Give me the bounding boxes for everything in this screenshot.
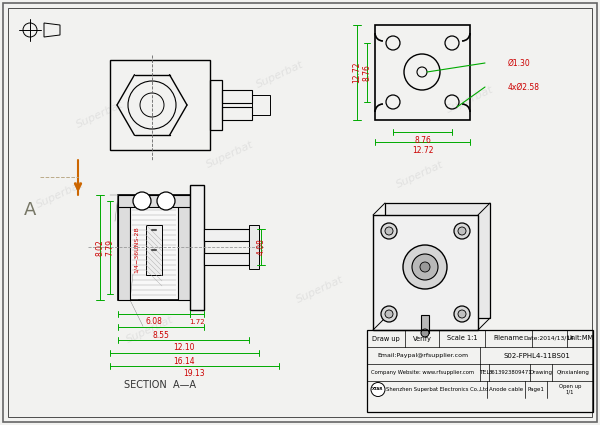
Bar [222, 90, 252, 103]
Bar [118, 195, 190, 300]
Text: 6.08: 6.08 [146, 317, 163, 326]
Text: TEL: TEL [479, 370, 490, 375]
Text: Email:Paypal@rfsupplier.com: Email:Paypal@rfsupplier.com [377, 353, 469, 358]
Text: 12.10: 12.10 [173, 343, 194, 352]
Text: Date:2014/13/14: Date:2014/13/14 [524, 336, 574, 341]
Text: Anode cable: Anode cable [489, 387, 523, 392]
Text: Draw up: Draw up [372, 335, 400, 342]
Circle shape [454, 223, 470, 239]
Circle shape [420, 262, 430, 272]
Bar [210, 80, 222, 130]
Circle shape [385, 310, 393, 318]
Circle shape [381, 223, 397, 239]
Text: Open up
1/1: Open up 1/1 [559, 384, 581, 395]
Bar [385, 203, 490, 318]
Text: 7.79: 7.79 [106, 239, 115, 256]
Text: 8.76: 8.76 [362, 64, 371, 81]
Text: Superbat: Superbat [385, 280, 435, 310]
Text: 1.72: 1.72 [189, 319, 205, 325]
Bar [110, 60, 210, 150]
Text: Company Website: www.rfsupplier.com: Company Website: www.rfsupplier.com [371, 370, 475, 375]
Text: 8613923809471: 8613923809471 [488, 370, 532, 375]
Bar [146, 225, 162, 275]
Circle shape [421, 329, 429, 337]
Text: 4xØ2.58: 4xØ2.58 [508, 82, 540, 91]
Circle shape [403, 245, 447, 289]
Text: Superbat: Superbat [35, 180, 85, 210]
Bar [222, 107, 252, 120]
Circle shape [157, 192, 175, 210]
Bar [421, 315, 429, 333]
Text: Page1: Page1 [527, 387, 544, 392]
Text: 8.76: 8.76 [414, 136, 431, 144]
Text: Drawing: Drawing [530, 370, 553, 375]
Text: XTAR: XTAR [373, 388, 383, 391]
Bar [130, 207, 178, 300]
Bar [375, 25, 470, 120]
Text: 4.08: 4.08 [257, 238, 265, 255]
Circle shape [458, 227, 466, 235]
Bar [118, 195, 130, 300]
Bar [118, 195, 190, 207]
Bar [373, 215, 478, 330]
Text: Superbat: Superbat [395, 160, 445, 190]
Text: 12.72: 12.72 [412, 145, 433, 155]
Circle shape [412, 254, 438, 280]
Text: 8.55: 8.55 [152, 331, 169, 340]
Text: Verify: Verify [413, 335, 431, 342]
Text: Unit:MM: Unit:MM [566, 335, 593, 342]
Bar [204, 229, 249, 241]
Text: Superbat: Superbat [445, 85, 495, 115]
Text: 19.13: 19.13 [184, 369, 205, 379]
Text: SECTION  A—A: SECTION A—A [124, 380, 196, 390]
Text: 12.72: 12.72 [353, 62, 361, 83]
Circle shape [133, 192, 151, 210]
Text: Qinxianleng: Qinxianleng [557, 370, 589, 375]
Text: Superbat: Superbat [295, 275, 345, 305]
Text: A: A [24, 201, 36, 219]
Text: S02-FPHL4-11BS01: S02-FPHL4-11BS01 [503, 352, 571, 359]
Bar [252, 95, 270, 115]
Bar [204, 253, 249, 265]
Text: 1/4−36UNS-2B: 1/4−36UNS-2B [133, 227, 139, 273]
Circle shape [454, 306, 470, 322]
Circle shape [381, 306, 397, 322]
Text: Ø1.30: Ø1.30 [508, 59, 531, 68]
Bar [190, 185, 204, 310]
Text: Superbat: Superbat [75, 100, 125, 130]
Text: Superbat: Superbat [130, 240, 180, 270]
Text: 16.14: 16.14 [173, 357, 196, 366]
Bar [367, 330, 593, 412]
Text: Superbat: Superbat [125, 314, 175, 346]
Bar [178, 195, 190, 300]
Circle shape [458, 310, 466, 318]
Circle shape [371, 382, 385, 397]
Circle shape [385, 227, 393, 235]
Bar [249, 225, 259, 269]
Text: 8.02: 8.02 [95, 239, 104, 256]
Text: Filename: Filename [493, 335, 523, 342]
Text: Scale 1:1: Scale 1:1 [447, 335, 477, 342]
Text: Shenzhen Superbat Electronics Co.,Ltd: Shenzhen Superbat Electronics Co.,Ltd [386, 387, 488, 392]
Text: Superbat: Superbat [205, 140, 255, 170]
Text: Superbat: Superbat [255, 60, 305, 91]
